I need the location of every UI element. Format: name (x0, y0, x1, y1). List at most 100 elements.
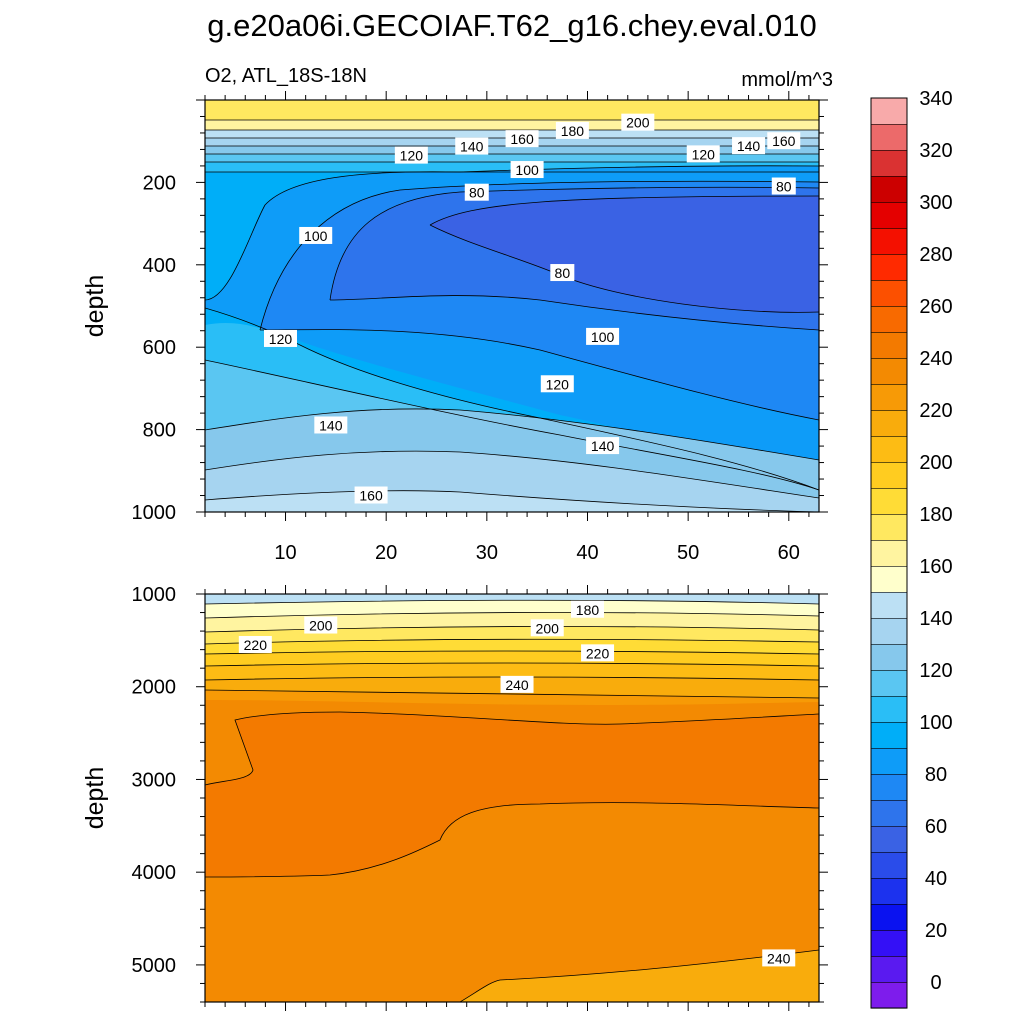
upper-fill-band (205, 120, 819, 130)
colorbar-tick-label: 220 (919, 400, 952, 422)
contour-label-text: 180 (561, 123, 585, 139)
colorbar-tick-label: 120 (919, 660, 952, 682)
colorbar-swatch (870, 877, 908, 905)
colorbar-tick-label: 100 (919, 712, 952, 734)
contour-label-text: 200 (626, 115, 650, 131)
colorbar-swatch (870, 981, 908, 1009)
contour-label: 100 (510, 161, 544, 179)
contour-label-text: 80 (776, 179, 792, 195)
y-tick-label: 1000 (132, 584, 177, 606)
upper-y-axis-title: depth (81, 275, 109, 338)
contour-label-text: 200 (309, 618, 333, 634)
contour-label: 160 (505, 130, 539, 148)
lower-contour-line (205, 711, 819, 786)
colorbar-tick-label: 280 (919, 244, 952, 266)
contour-label: 160 (767, 132, 801, 150)
y-tick-label: 600 (143, 337, 176, 359)
contour-label-text: 140 (591, 438, 615, 454)
x-tick-label: 40 (576, 542, 598, 564)
contour-label: 120 (686, 145, 720, 163)
colorbar-swatch (870, 331, 908, 359)
colorbar-tick-label: 60 (925, 816, 947, 838)
lower-contour-line (205, 662, 819, 667)
contour-label-box (299, 226, 333, 244)
colorbar-swatch (870, 955, 908, 983)
contour-label: 160 (354, 486, 388, 504)
contour-label: 120 (540, 375, 574, 393)
lower-contour-labels: 180 200 200 220 220 240 240 (238, 600, 796, 967)
contour-label: 180 (555, 121, 589, 139)
upper-contour-line (429, 224, 819, 313)
y-tick-label: 200 (143, 172, 176, 194)
contour-label-box (555, 121, 589, 139)
y-tick-label: 400 (143, 255, 176, 277)
contour-label-box (455, 137, 489, 155)
contour-label-box (767, 132, 801, 150)
colorbar-tick-label: 40 (925, 868, 947, 890)
upper-fill-band (205, 146, 819, 154)
contour-label-text: 220 (586, 645, 610, 661)
contour-label: 140 (314, 416, 348, 434)
lower-panel: 180 200 200 220 220 240 240 1000 2000 3000 4000 50… (81, 584, 828, 1011)
contour-label: 240 (500, 675, 534, 693)
contour-label-text: 100 (304, 228, 328, 244)
colorbar-swatch (870, 279, 908, 307)
upper-contour-line (429, 195, 819, 226)
y-tick-label: 4000 (132, 862, 177, 884)
contour-label-text: 220 (244, 637, 268, 653)
contour-label-text: 240 (767, 950, 791, 966)
lower-plot-area: 180 200 200 220 220 240 240 (205, 594, 819, 1002)
contour-label-box (505, 130, 539, 148)
colorbar-tick-label: 320 (919, 140, 952, 162)
contour-label-text: 80 (555, 265, 571, 281)
colorbar-swatch (870, 97, 908, 125)
upper-contour-line (205, 490, 819, 512)
x-tick-label: 60 (778, 542, 800, 564)
colorbar-swatch (870, 201, 908, 229)
colorbar-swatch (870, 539, 908, 567)
colorbar-swatch (870, 175, 908, 203)
lower-fill-band (205, 612, 819, 632)
upper-plot-area: 200 180 160 140 120 100 80 160 140 120 80 100 80 100 1… (205, 100, 819, 512)
contour-label-text: 120 (400, 148, 424, 164)
lower-contour-line (205, 599, 819, 605)
contour-label-text: 120 (546, 376, 570, 392)
contour-label-text: 240 (505, 677, 529, 693)
contour-label-text: 160 (359, 488, 383, 504)
colorbar-swatch (870, 773, 908, 801)
contour-label-box (238, 636, 272, 653)
contour-label: 220 (238, 636, 272, 653)
contour-label: 80 (771, 177, 796, 195)
colorbar-swatch (870, 253, 908, 281)
contour-label-box (570, 600, 604, 618)
contour-label-box (762, 949, 796, 967)
colorbar-tick-label: 240 (919, 348, 952, 370)
x-tick-label: 30 (476, 542, 498, 564)
upper-contour-line (259, 329, 819, 421)
colorbar-swatch (870, 409, 908, 437)
colorbar-swatch (870, 669, 908, 697)
upper-contour-line (259, 180, 819, 331)
y-tick-label: 800 (143, 420, 176, 442)
colorbar-swatch (870, 617, 908, 645)
upper-frame (204, 99, 820, 513)
contour-label-box (686, 145, 720, 163)
colorbar-swatch (870, 123, 908, 151)
contour-label-box (304, 616, 338, 634)
contour-label-text: 160 (510, 131, 534, 147)
lower-fill-band (205, 663, 819, 680)
colorbar-swatch (870, 435, 908, 463)
lower-fill-230 (460, 950, 819, 1002)
colorbar-tick-label: 140 (919, 608, 952, 630)
upper-panel: 2001801601401201008016014012080100801001… (81, 91, 828, 564)
colorbar-swatch (870, 149, 908, 177)
contour-label-text: 140 (460, 139, 484, 155)
colorbar-tick-label: 160 (919, 556, 952, 578)
lower-contour-lines (205, 599, 819, 1002)
contour-label: 100 (586, 327, 620, 345)
lower-contour-line (459, 949, 819, 1002)
colorbar-tick-label: 20 (925, 920, 947, 942)
contour-label-box (586, 437, 620, 455)
contour-label: 120 (394, 146, 428, 164)
